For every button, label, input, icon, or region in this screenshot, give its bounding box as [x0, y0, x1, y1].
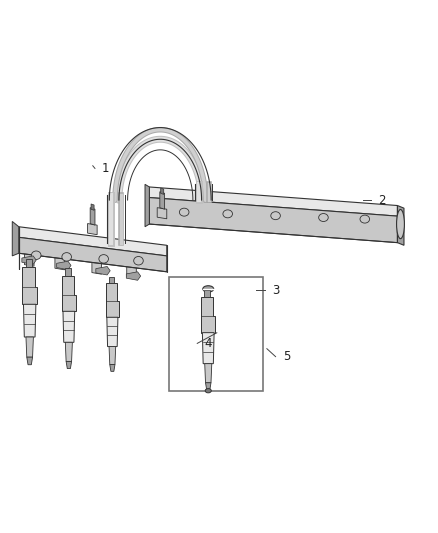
- Polygon shape: [106, 284, 119, 317]
- Polygon shape: [397, 206, 404, 245]
- Polygon shape: [313, 217, 322, 230]
- Polygon shape: [65, 268, 71, 276]
- Polygon shape: [57, 261, 71, 270]
- Polygon shape: [24, 304, 36, 337]
- Polygon shape: [126, 272, 141, 280]
- Polygon shape: [19, 237, 167, 272]
- Polygon shape: [92, 261, 102, 274]
- Polygon shape: [90, 208, 95, 225]
- Text: 1: 1: [102, 162, 110, 175]
- Text: 2: 2: [378, 193, 386, 207]
- Polygon shape: [178, 203, 187, 216]
- Polygon shape: [19, 227, 167, 256]
- Ellipse shape: [180, 208, 189, 216]
- Ellipse shape: [319, 214, 328, 222]
- Polygon shape: [160, 192, 165, 209]
- Polygon shape: [55, 256, 64, 270]
- Ellipse shape: [32, 251, 41, 260]
- Ellipse shape: [99, 255, 109, 263]
- Polygon shape: [25, 253, 34, 266]
- Ellipse shape: [271, 212, 280, 220]
- Polygon shape: [109, 277, 114, 284]
- Polygon shape: [205, 290, 210, 297]
- Polygon shape: [12, 221, 19, 256]
- Polygon shape: [149, 187, 397, 216]
- Polygon shape: [157, 208, 167, 219]
- Ellipse shape: [62, 253, 71, 261]
- Polygon shape: [63, 311, 75, 342]
- Ellipse shape: [134, 256, 143, 265]
- Polygon shape: [22, 266, 37, 304]
- Polygon shape: [22, 256, 36, 264]
- Polygon shape: [62, 276, 76, 311]
- Polygon shape: [109, 346, 116, 365]
- Polygon shape: [145, 184, 149, 227]
- Polygon shape: [26, 337, 33, 357]
- Polygon shape: [65, 342, 72, 361]
- Polygon shape: [66, 361, 71, 368]
- Polygon shape: [96, 266, 110, 275]
- Polygon shape: [110, 365, 115, 372]
- Polygon shape: [127, 265, 136, 278]
- Bar: [169, 277, 262, 391]
- Ellipse shape: [223, 210, 233, 218]
- Polygon shape: [107, 317, 118, 346]
- Polygon shape: [25, 259, 32, 266]
- Ellipse shape: [203, 286, 214, 292]
- Polygon shape: [161, 188, 164, 195]
- Text: 5: 5: [283, 350, 290, 363]
- Polygon shape: [88, 223, 97, 235]
- Ellipse shape: [205, 389, 211, 393]
- Polygon shape: [205, 383, 211, 390]
- Polygon shape: [149, 198, 397, 243]
- Text: 4: 4: [205, 337, 212, 350]
- Polygon shape: [27, 357, 32, 365]
- Polygon shape: [217, 207, 226, 220]
- Text: 3: 3: [272, 284, 279, 297]
- Polygon shape: [91, 204, 94, 211]
- Ellipse shape: [360, 215, 370, 223]
- Ellipse shape: [396, 209, 404, 239]
- Polygon shape: [205, 364, 212, 383]
- Polygon shape: [354, 222, 364, 235]
- Polygon shape: [265, 212, 274, 225]
- Polygon shape: [201, 297, 215, 333]
- Polygon shape: [202, 333, 214, 364]
